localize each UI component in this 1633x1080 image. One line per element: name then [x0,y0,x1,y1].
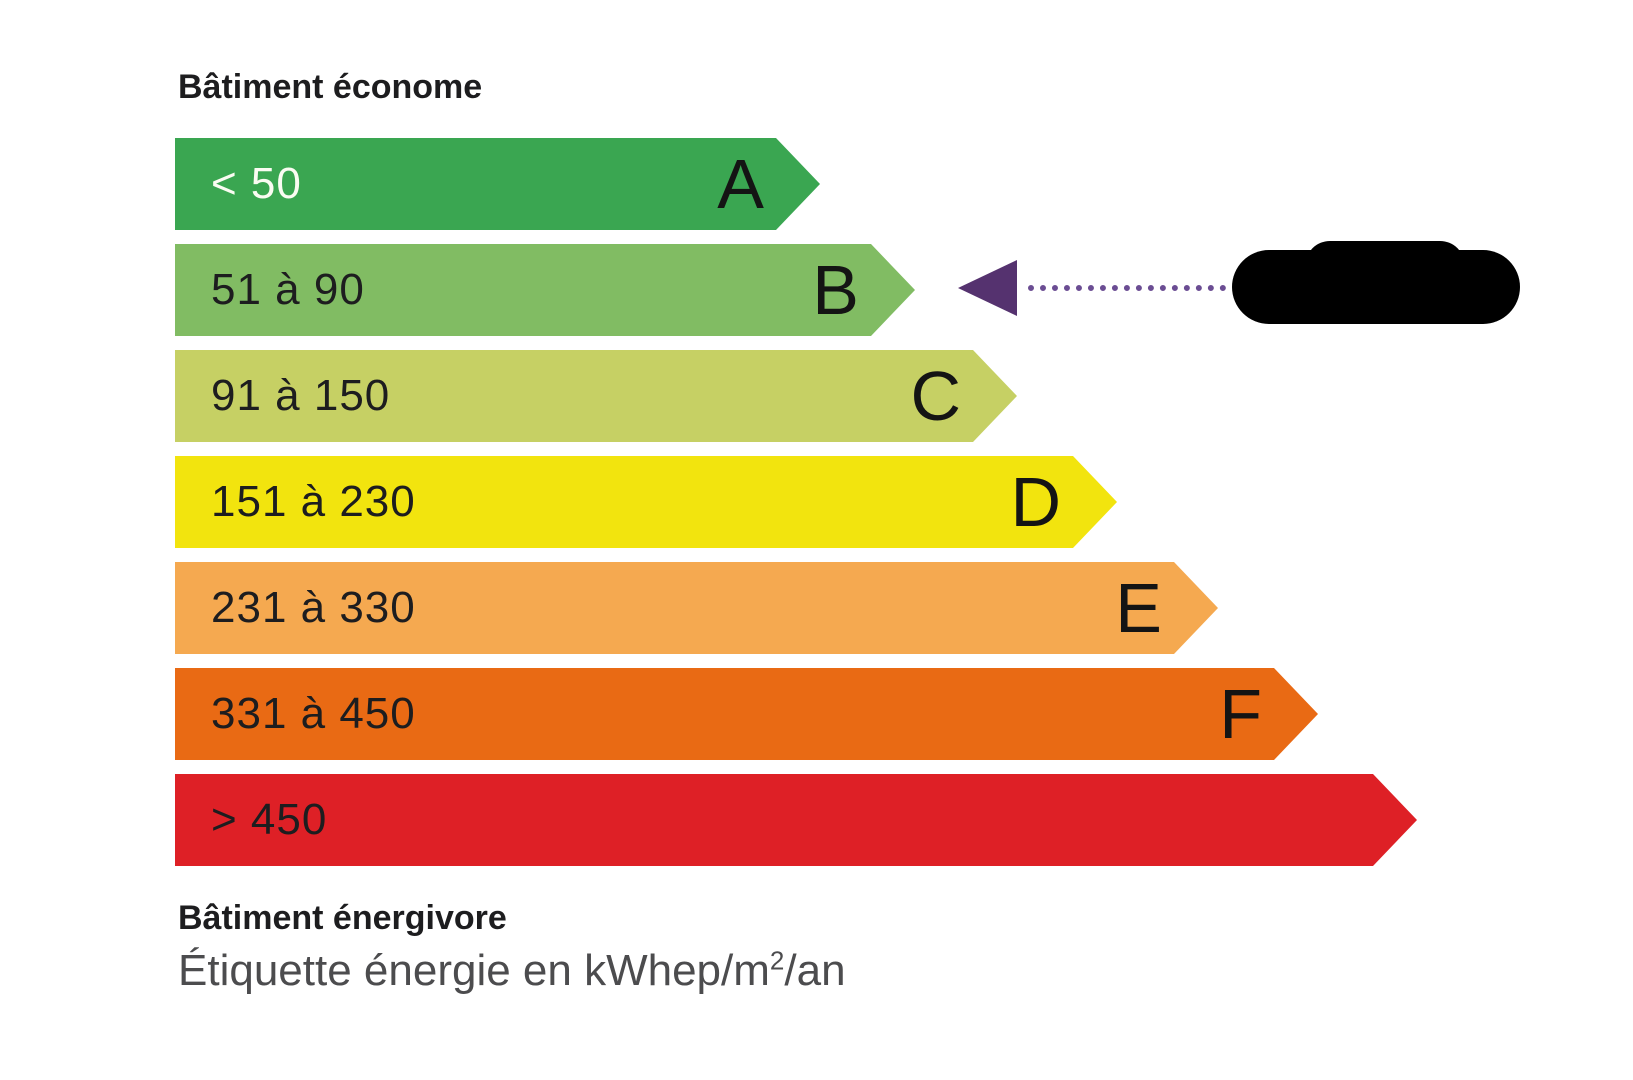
bar-range-e: 231 à 330 [211,583,416,632]
pointer-arrow-icon [958,260,1017,316]
caption-text-end: /an [784,946,846,995]
energy-bar-d: 151 à 230 D [175,456,1117,548]
bar-letter-b: B [812,251,859,329]
bar-letter-c: C [910,357,961,435]
energy-bar-g: > 450 [175,774,1417,866]
bar-range-a: < 50 [211,159,302,208]
scale-bottom-label: Bâtiment énergivore [178,899,507,937]
energy-bar-a: < 50 A [175,138,820,230]
bar-letter-f: F [1219,675,1262,753]
bar-letter-d: D [1010,463,1061,541]
bar-range-c: 91 à 150 [211,371,391,420]
bar-range-f: 331 à 450 [211,689,416,738]
caption-superscript-2: 2 [769,945,785,976]
energy-bar-c: 91 à 150 C [175,350,1017,442]
bar-range-b: 51 à 90 [211,265,365,314]
redacted-value-blob-bump [1305,241,1465,291]
bar-range-g: > 450 [211,795,328,844]
bar-letter-e: E [1115,569,1162,647]
bar-range-d: 151 à 230 [211,477,416,526]
energy-bar-e: 231 à 330 E [175,562,1218,654]
pointer-dotted-line [1028,285,1226,291]
bar-letter-a: A [717,145,764,223]
scale-top-label: Bâtiment économe [178,68,483,106]
energy-unit-caption: Étiquette énergie en kWhep/m2/an [178,946,846,996]
energy-bar-b: 51 à 90 B [175,244,915,336]
caption-text: Étiquette énergie en kWhep/m [178,946,770,995]
energy-bar-f: 331 à 450 F [175,668,1318,760]
